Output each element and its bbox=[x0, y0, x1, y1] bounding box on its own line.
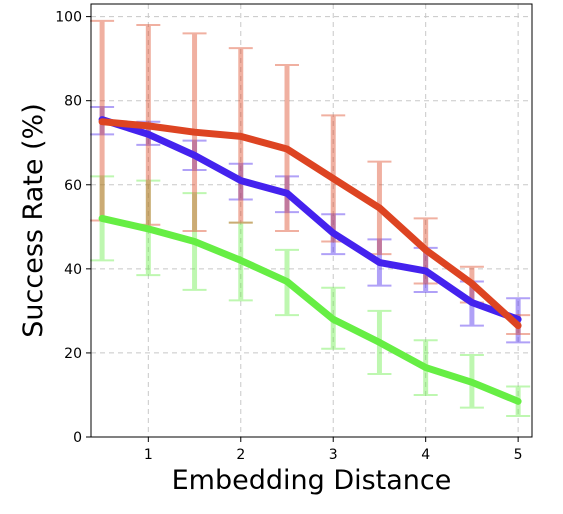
x-tick-label: 2 bbox=[236, 447, 245, 463]
x-tick-label: 5 bbox=[514, 447, 523, 463]
x-tick-label: 3 bbox=[329, 447, 338, 463]
grid bbox=[91, 4, 532, 437]
x-tick-label: 1 bbox=[144, 447, 153, 463]
series-2-line bbox=[98, 118, 522, 330]
series-0-errorbars bbox=[90, 175, 531, 417]
y-tick-label: 20 bbox=[64, 346, 82, 362]
series-0-line bbox=[98, 214, 522, 405]
series-1-line bbox=[98, 116, 522, 323]
y-axis-title: Success Rate (%) bbox=[18, 103, 49, 337]
y-tick-label: 0 bbox=[73, 430, 82, 446]
series-2-errorbars bbox=[90, 19, 531, 336]
y-tick-label: 60 bbox=[64, 178, 82, 194]
y-tick-label: 100 bbox=[55, 10, 82, 26]
ticks: 1 2 3 4 5 0 20 40 60 80 100 bbox=[55, 10, 522, 463]
y-tick-label: 40 bbox=[64, 262, 82, 278]
y-tick-label: 80 bbox=[64, 94, 82, 110]
x-tick-label: 4 bbox=[421, 447, 430, 463]
error-bars bbox=[90, 19, 531, 417]
plot-frame bbox=[90, 3, 533, 438]
x-axis-title: Embedding Distance bbox=[172, 465, 452, 496]
series-lines bbox=[98, 116, 522, 405]
